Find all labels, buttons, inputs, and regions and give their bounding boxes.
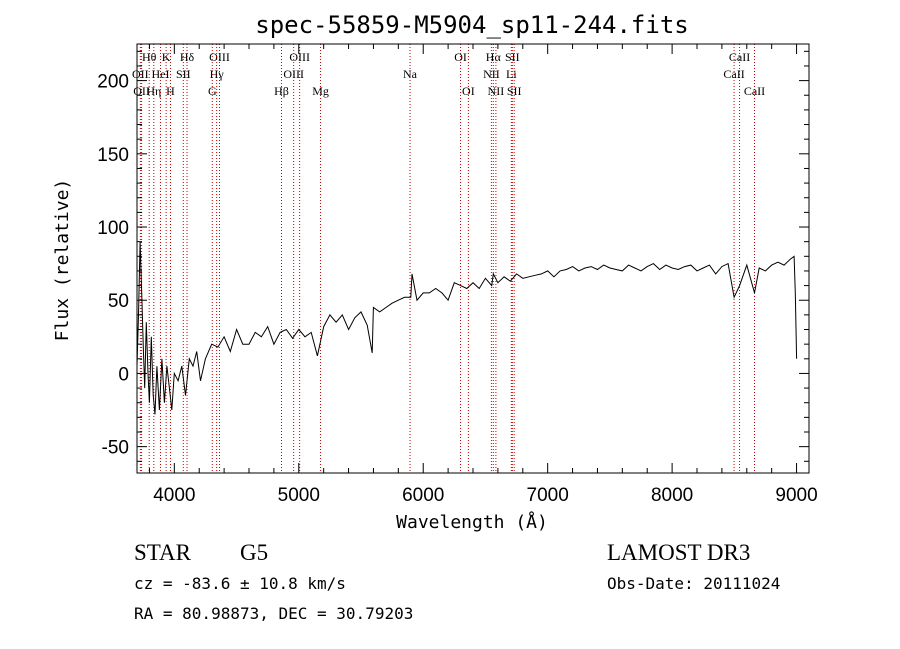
spectrum-line [136,241,798,415]
line-marker-label: OIII [289,50,310,64]
line-marker-label: SII [505,50,520,64]
line-marker-label: Hβ [274,84,289,98]
coords-line: RA = 80.98873, DEC = 30.79203 [134,604,413,623]
y-tick-label: 200 [97,72,129,93]
x-axis-label: Wavelength (Å) [396,511,548,533]
line-marker-label: K [162,50,171,64]
line-marker-label: Hδ [180,50,195,64]
line-marker-label: Na [403,67,418,81]
line-marker-label: CaII [729,50,750,64]
line-marker-label: OI [454,50,467,64]
plot-frame [136,43,810,474]
line-marker-label: OII [132,67,149,81]
x-tick-label: 5000 [278,485,320,506]
line-marker-label: H [166,84,175,98]
line-marker-label: OI [462,84,475,98]
chart-title: spec-55859-M5904_sp11-244.fits [255,11,688,39]
obs-date: Obs-Date: 20111024 [607,574,780,593]
redshift-line: cz = -83.6 ± 10.8 km/s [134,574,346,593]
x-tick-label: 6000 [402,485,444,506]
object-class: STAR [134,540,192,565]
axis-ticks: 4000 5000 6000 7000 8000 9000 -50 0 50 100 150 200 [97,44,818,506]
line-marker-label: OIII [283,67,304,81]
line-marker-label: NII [488,84,505,98]
x-tick-label: 9000 [775,485,817,506]
line-marker-label: Hη [146,84,161,98]
y-tick-label: 50 [108,291,129,312]
y-axis-label: Flux (relative) [52,179,73,342]
survey-name: LAMOST DR3 [607,540,750,565]
y-tick-label: 0 [118,364,129,385]
object-subclass: G5 [240,540,268,565]
line-marker-label: Hα [486,50,502,64]
y-tick-label: -50 [102,438,129,459]
line-marker-label: Li [506,67,517,81]
x-tick-label: 7000 [527,485,569,506]
line-marker-label: HeI [152,67,170,81]
line-marker-label: OIII [209,50,230,64]
line-marker-label: SII [176,67,191,81]
x-tick-label: 4000 [153,485,195,506]
y-tick-label: 100 [97,218,129,239]
y-tick-label: 150 [97,145,129,166]
line-marker-label: CaII [744,84,765,98]
line-marker-label: CaII [723,67,744,81]
x-tick-label: 8000 [651,485,693,506]
line-marker-label: Hγ [210,67,225,81]
line-marker-label: G [208,84,217,98]
line-marker-label: Hθ [142,50,157,64]
line-marker-label: NII [483,67,500,81]
line-marker-label: Mg [312,84,329,98]
line-marker-label: SII [507,84,522,98]
